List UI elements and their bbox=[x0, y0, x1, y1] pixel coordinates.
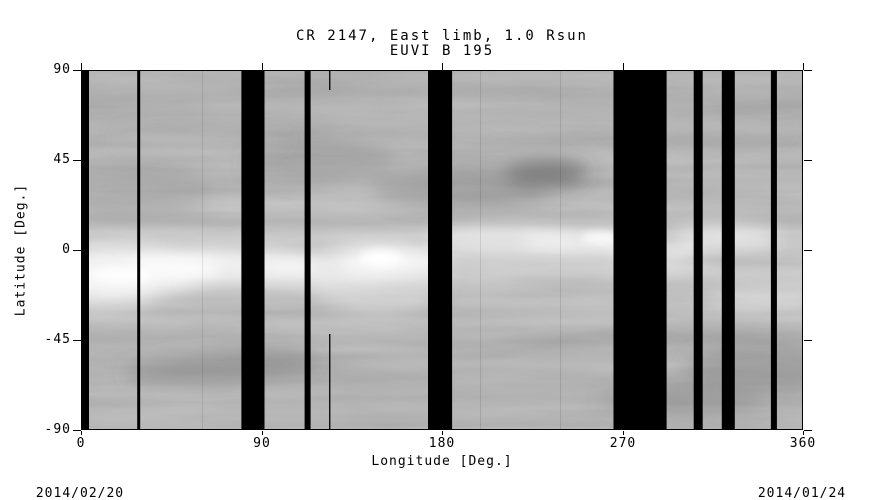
chart-title: CR 2147, East limb, 1.0 Rsun bbox=[295, 28, 588, 44]
y-tick-mark-left bbox=[73, 340, 81, 341]
chart-subtitle: EUVI B 195 bbox=[389, 43, 495, 59]
end-date: 2014/01/24 bbox=[757, 486, 847, 500]
start-date: 2014/02/20 bbox=[35, 486, 125, 500]
synoptic-map-image bbox=[81, 70, 803, 430]
y-tick-mark-left bbox=[73, 160, 81, 161]
map-strip-seams bbox=[202, 70, 561, 430]
x-tick-mark-top bbox=[262, 63, 263, 70]
x-tick-mark-top bbox=[623, 63, 624, 70]
x-tick-mark-top bbox=[81, 63, 82, 70]
y-tick-mark-right bbox=[804, 70, 812, 71]
y-tick-mark-right bbox=[804, 160, 812, 161]
data-gap-bar bbox=[81, 70, 89, 430]
partial-data-gap-line bbox=[329, 70, 331, 90]
y-tick-mark-left bbox=[73, 250, 81, 251]
data-gap-bar bbox=[721, 70, 735, 430]
data-gap-bar bbox=[693, 70, 703, 430]
end-datetime-stamp: 2014/01/24 01:39:39 bbox=[752, 461, 852, 500]
y-tick-mark-right bbox=[804, 250, 812, 251]
x-tick-mark-bottom bbox=[442, 431, 443, 435]
x-axis-label: Longitude [Deg.] bbox=[371, 454, 513, 469]
y-tick-mark-right bbox=[804, 340, 812, 341]
start-datetime-stamp: 2014/02/20 02:46:32 bbox=[30, 461, 130, 500]
x-tick-label: 360 bbox=[789, 436, 817, 451]
y-tick-mark-left bbox=[73, 430, 81, 431]
data-gap-bar bbox=[613, 70, 667, 430]
data-gap-bar bbox=[241, 70, 265, 430]
data-gap-bar bbox=[137, 70, 141, 430]
x-tick-mark-bottom bbox=[623, 431, 624, 435]
x-tick-mark-top bbox=[803, 63, 804, 70]
y-tick-label: 90 bbox=[53, 62, 71, 77]
y-axis-label: Latitude [Deg.] bbox=[13, 183, 29, 317]
x-tick-mark-top bbox=[442, 63, 443, 70]
x-tick-label: 90 bbox=[253, 436, 271, 451]
data-gap-layer bbox=[81, 70, 777, 430]
x-tick-label: 180 bbox=[428, 436, 456, 451]
data-gap-bar bbox=[428, 70, 453, 430]
y-tick-mark-left bbox=[73, 70, 81, 71]
y-tick-label: -45 bbox=[44, 332, 71, 347]
x-tick-label: 270 bbox=[609, 436, 637, 451]
partial-data-gap-line bbox=[329, 334, 331, 430]
x-tick-mark-bottom bbox=[803, 431, 804, 435]
x-tick-label: 0 bbox=[76, 436, 86, 451]
y-tick-mark-right bbox=[804, 430, 812, 431]
data-gap-bar bbox=[770, 70, 777, 430]
x-tick-mark-bottom bbox=[262, 431, 263, 435]
y-tick-label: 0 bbox=[62, 242, 71, 257]
y-tick-label: -90 bbox=[44, 422, 71, 437]
chart-title-block: CR 2147, East limb, 1.0 Rsun EUVI B 195 bbox=[81, 29, 803, 59]
x-tick-mark-bottom bbox=[81, 431, 82, 435]
map-bright-spots bbox=[91, 232, 621, 283]
y-tick-label: 45 bbox=[53, 152, 71, 167]
data-gap-bar bbox=[304, 70, 311, 430]
